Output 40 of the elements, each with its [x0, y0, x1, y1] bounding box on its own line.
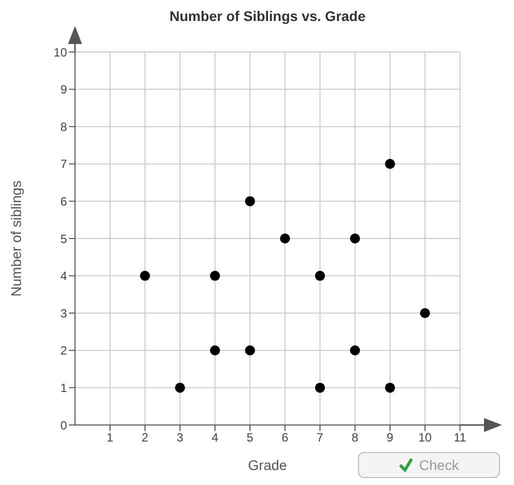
x-tick-label: 6 [282, 430, 289, 445]
y-tick-label: 3 [60, 306, 68, 320]
y-tick-label: 1 [60, 380, 68, 395]
x-tick-label: 10 [418, 430, 432, 445]
point [385, 382, 395, 393]
x-axis-title: Grade [248, 457, 288, 473]
y-tick-label: 8 [60, 120, 68, 134]
x-tick-label: 1 [106, 430, 114, 445]
point [245, 345, 255, 356]
y-axis-title: Number of siblings [8, 180, 24, 296]
y-tick-label: 2 [60, 344, 68, 358]
y-tick-label: 7 [60, 157, 68, 172]
point [385, 158, 395, 169]
x-tick-label: 11 [454, 430, 467, 445]
point [210, 270, 220, 281]
point [420, 308, 430, 318]
point [315, 270, 325, 281]
y-tick-label: 4 [60, 269, 68, 284]
y-tick-label: 10 [54, 45, 68, 60]
x-tick-label: 8 [352, 430, 359, 445]
y-tick-label: 6 [60, 194, 68, 208]
y-tick-label: 0 [60, 418, 68, 432]
point [315, 382, 325, 393]
y-tick-label: 5 [60, 232, 68, 246]
x-tick-label: 7 [316, 430, 324, 445]
point [245, 196, 255, 206]
x-tick-label: 5 [246, 430, 254, 445]
check-button: Check [358, 452, 500, 478]
point [140, 270, 150, 281]
point [210, 345, 220, 356]
x-tick-label: 3 [176, 430, 184, 445]
point [175, 382, 185, 393]
point [350, 345, 360, 356]
point [350, 234, 360, 244]
point [280, 234, 290, 244]
y-tick-label: 9 [60, 82, 68, 97]
x-tick-label: 2 [142, 430, 149, 445]
x-tick-label: 4 [212, 430, 219, 445]
chart-title: Number of Siblings vs. Grade [168, 8, 367, 24]
x-tick-label: 9 [386, 430, 394, 445]
